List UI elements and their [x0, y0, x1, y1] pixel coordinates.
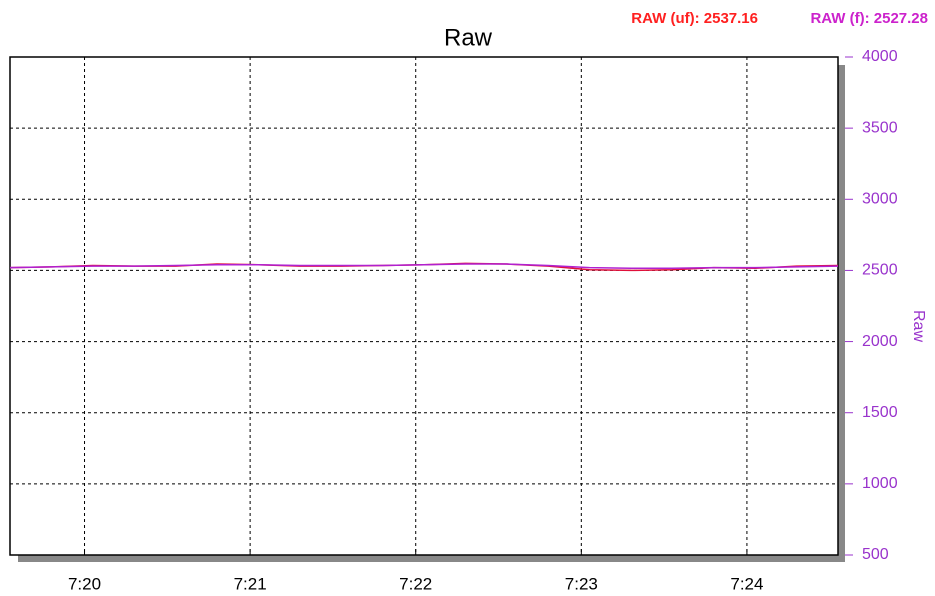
x-tick-label: 7:23: [565, 574, 598, 593]
y-tick-label: 2000: [862, 333, 898, 350]
plot-area: [10, 57, 838, 555]
x-tick-label: 7:21: [234, 574, 267, 593]
y-tick-label: 2500: [862, 262, 898, 279]
readout: RAW (uf): 2537.16: [631, 10, 758, 27]
x-tick-label: 7:20: [68, 574, 101, 593]
chart-title: Raw: [444, 24, 493, 51]
x-tick-label: 7:24: [730, 574, 763, 593]
readout: RAW (f): 2527.28: [810, 10, 928, 27]
x-tick-label: 7:22: [399, 574, 432, 593]
y-tick-label: 1500: [862, 404, 898, 421]
chart: Raw RAW (uf): 2537.16 RAW (f): 2527.28 500…: [0, 0, 935, 596]
y-tick-label: 500: [862, 546, 889, 563]
y-axis-label: Raw: [910, 310, 927, 342]
y-tick-label: 3000: [862, 191, 898, 208]
y-tick-label: 1000: [862, 475, 898, 492]
y-tick-label: 3500: [862, 119, 898, 136]
plot-shadow: [838, 65, 845, 562]
y-tick-label: 4000: [862, 48, 898, 65]
plot-shadow: [18, 555, 845, 562]
